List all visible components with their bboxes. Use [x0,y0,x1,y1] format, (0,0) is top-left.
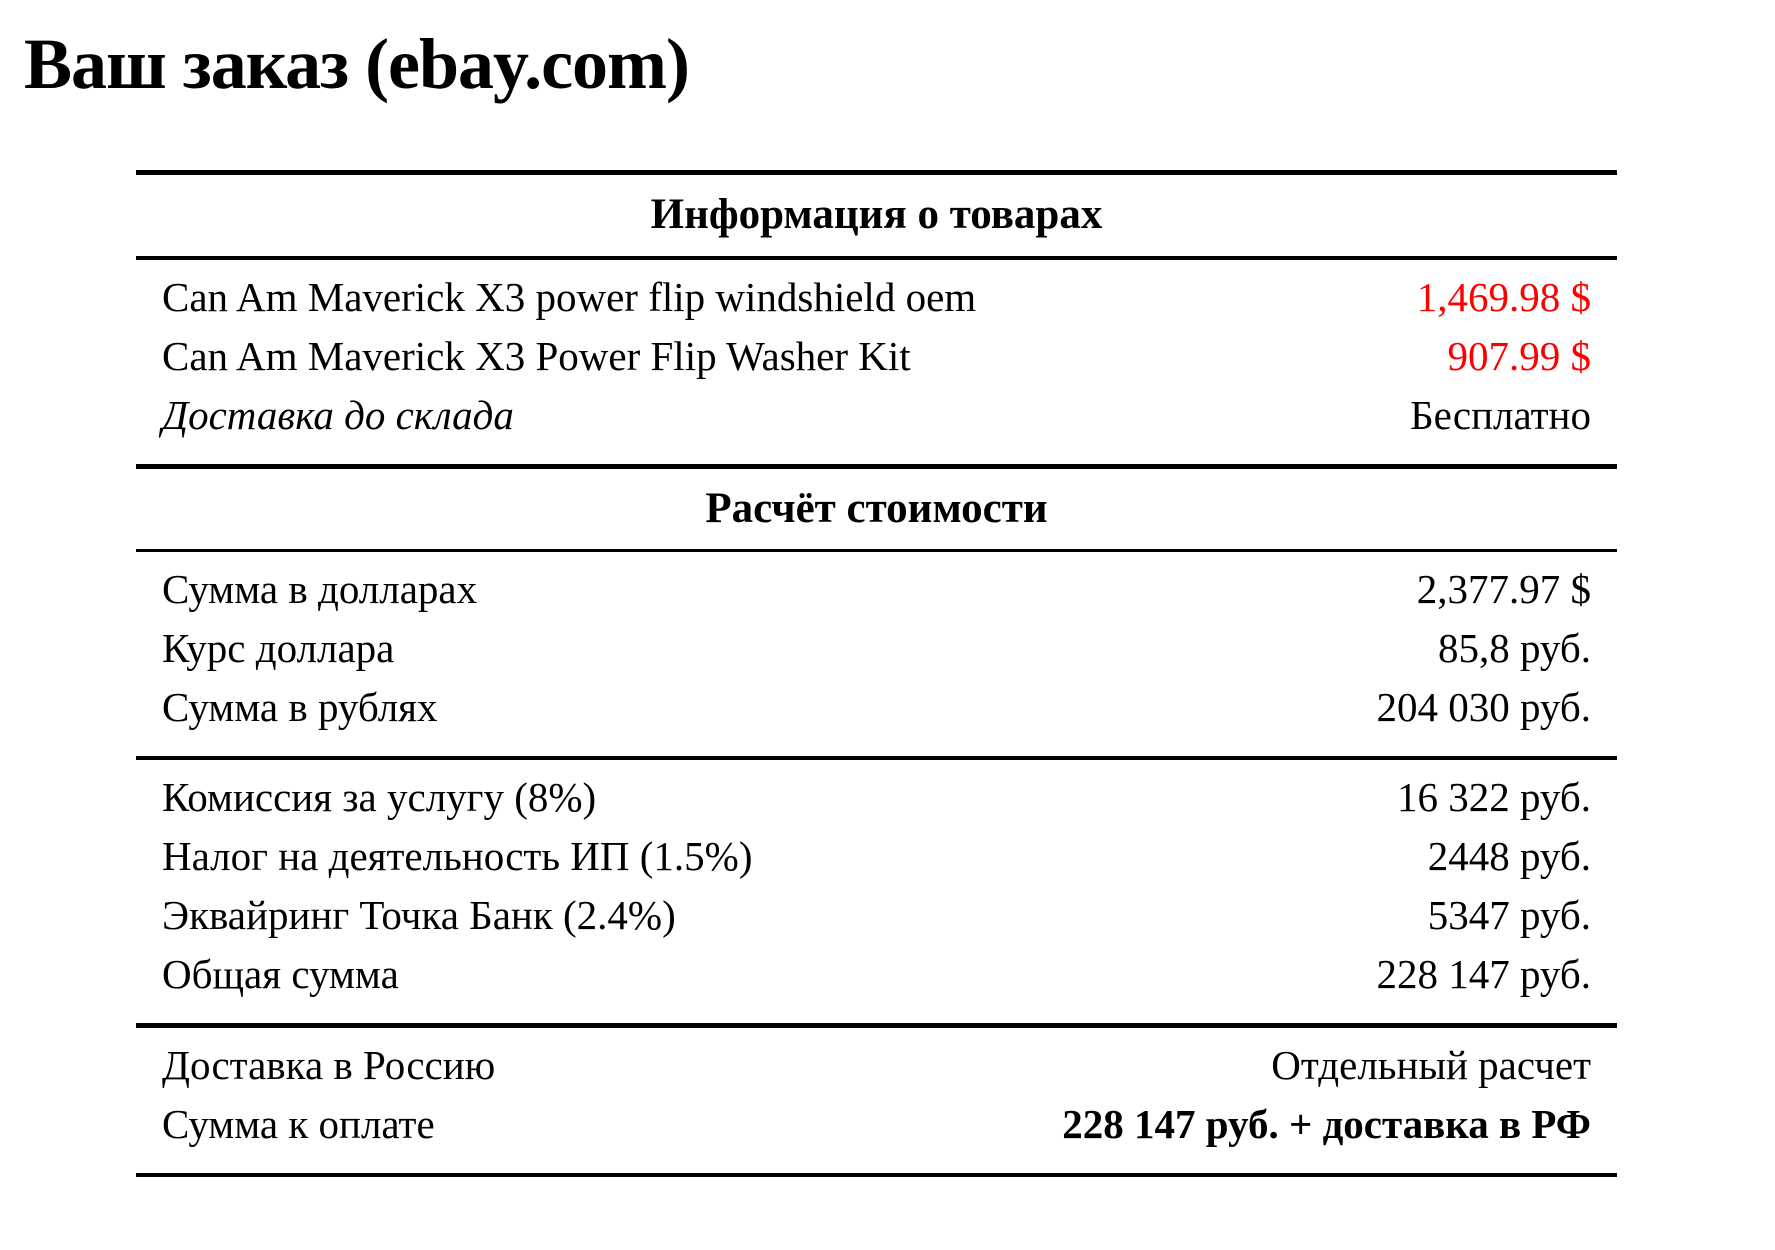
usd-sum-label: Сумма в долларах [162,565,478,612]
calculation-header-rule [136,548,1617,552]
product-price: 907.99 $ [1447,332,1592,379]
usd-sum-row: Сумма в долларах 2,377.97 $ [136,560,1617,619]
products-section-bottom-rule [136,463,1617,469]
rub-sum-row: Сумма в рублях 204 030 руб. [136,678,1617,737]
rub-sum-label: Сумма в рублях [162,683,438,730]
grand-total-value: 228 147 руб. [1376,950,1591,997]
warehouse-shipping-row: Доставка до склада Бесплатно [136,386,1617,445]
order-summary-table: Информация о товарах Can Am Maverick X3 … [136,170,1617,1177]
page-title: Ваш заказ (ebay.com) [24,24,690,104]
subtotal-group: Сумма в долларах 2,377.97 $ Курс доллара… [136,552,1617,756]
tax-row: Налог на деятельность ИП (1.5%) 2448 руб… [136,827,1617,886]
russia-shipping-value: Отдельный расчет [1271,1041,1591,1088]
section-header-calculation: Расчёт стоимости [705,484,1048,532]
russia-shipping-label: Доставка в Россию [162,1041,496,1088]
service-fee-label: Комиссия за услугу (8%) [162,773,597,820]
warehouse-shipping-label: Доставка до склада [162,391,514,438]
section-header-products: Информация о товарах [650,191,1103,239]
tax-label: Налог на деятельность ИП (1.5%) [162,832,753,879]
product-row: Can Am Maverick X3 power flip windshield… [136,268,1617,327]
acquiring-label: Эквайринг Точка Банк (2.4%) [162,891,676,938]
exchange-rate-label: Курс доллара [162,624,395,671]
acquiring-value: 5347 руб. [1427,891,1591,938]
service-fee-row: Комиссия за услугу (8%) 16 322 руб. [136,768,1617,827]
exchange-rate-row: Курс доллара 85,8 руб. [136,619,1617,678]
product-row: Can Am Maverick X3 Power Flip Washer Kit… [136,327,1617,386]
service-fee-value: 16 322 руб. [1396,773,1591,820]
product-name: Can Am Maverick X3 Power Flip Washer Kit [162,332,911,379]
usd-sum-value: 2,377.97 $ [1416,565,1591,612]
product-price: 1,469.98 $ [1416,273,1591,320]
fees-group: Комиссия за услугу (8%) 16 322 руб. Нало… [136,760,1617,1023]
table-top-rule [136,170,1617,176]
warehouse-shipping-value: Бесплатно [1410,391,1591,438]
acquiring-row: Эквайринг Точка Банк (2.4%) 5347 руб. [136,886,1617,945]
payment-top-rule [136,1022,1617,1028]
product-name: Can Am Maverick X3 power flip windshield… [162,273,977,320]
amount-due-row: Сумма к оплате 228 147 руб. + доставка в… [136,1095,1617,1154]
exchange-rate-value: 85,8 руб. [1437,624,1591,671]
russia-shipping-row: Доставка в Россию Отдельный расчет [136,1036,1617,1095]
products-header-rule [136,255,1617,260]
payment-group: Доставка в Россию Отдельный расчет Сумма… [136,1028,1617,1173]
grand-total-label: Общая сумма [162,950,399,997]
amount-due-label: Сумма к оплате [162,1100,435,1147]
fees-top-rule [136,755,1617,760]
amount-due-value: 228 147 руб. + доставка в РФ [1062,1100,1591,1147]
rub-sum-value: 204 030 руб. [1376,683,1591,730]
products-group: Can Am Maverick X3 power flip windshield… [136,260,1617,464]
table-bottom-rule [136,1172,1617,1177]
grand-total-row: Общая сумма 228 147 руб. [136,945,1617,1004]
tax-value: 2448 руб. [1427,832,1591,879]
